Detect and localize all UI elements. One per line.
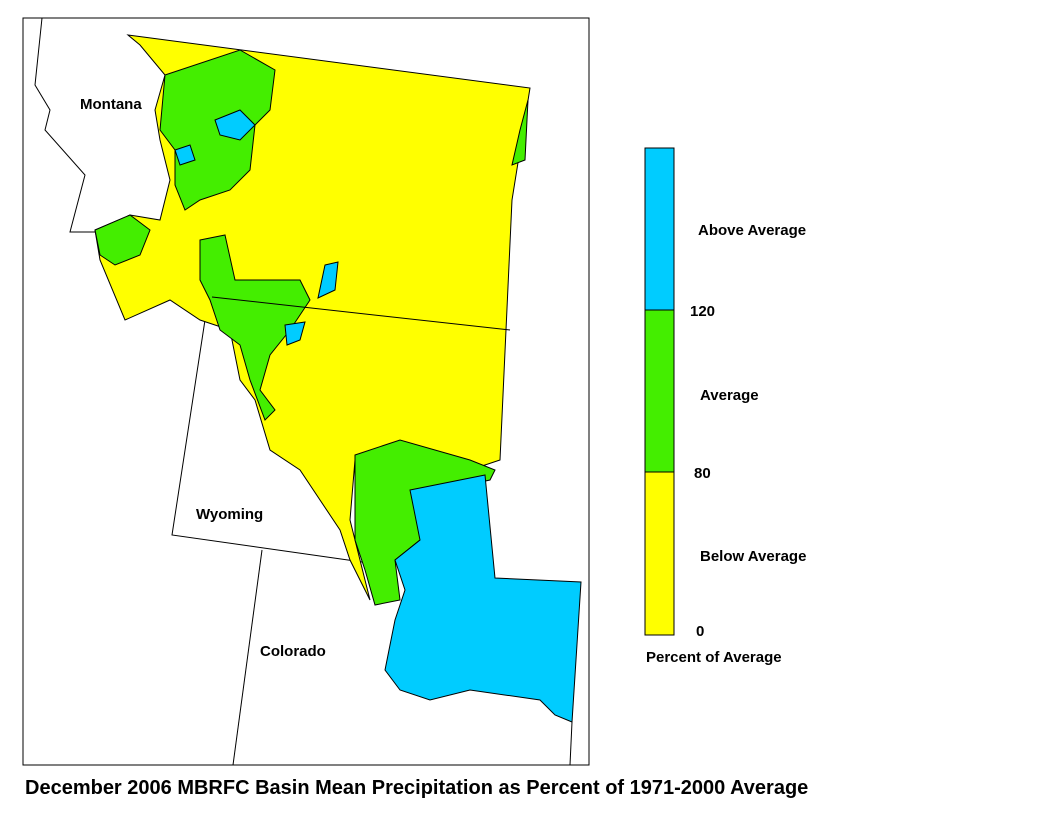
map: Montana Wyoming Colorado bbox=[22, 17, 590, 766]
state-label: Wyoming bbox=[196, 506, 263, 523]
state-border bbox=[211, 296, 511, 331]
basin-above-average bbox=[284, 321, 306, 346]
legend-tick: 80 bbox=[694, 465, 711, 482]
legend-swatch bbox=[644, 147, 675, 311]
state-border bbox=[232, 549, 263, 766]
basin-above-average bbox=[317, 261, 339, 299]
legend-tick: 0 bbox=[696, 623, 704, 640]
state-label: Colorado bbox=[260, 643, 326, 660]
basin-above-average bbox=[214, 109, 256, 141]
legend-title: Percent of Average bbox=[646, 649, 782, 666]
legend-swatch bbox=[644, 309, 675, 473]
legend: Above Average Average Below Average 120 … bbox=[644, 147, 806, 666]
state-label: Montana bbox=[80, 96, 142, 113]
basin-above-average bbox=[384, 474, 582, 723]
state-border bbox=[569, 721, 573, 766]
legend-tick: 120 bbox=[690, 303, 715, 320]
caption: December 2006 MBRFC Basin Mean Precipita… bbox=[25, 777, 808, 799]
legend-category: Below Average bbox=[700, 548, 806, 565]
state-border bbox=[171, 319, 363, 563]
state-border bbox=[34, 17, 100, 233]
basin-average bbox=[94, 214, 151, 266]
legend-swatch bbox=[644, 471, 675, 636]
basin-above-average bbox=[174, 144, 196, 166]
legend-category: Average bbox=[700, 387, 759, 404]
basin-average bbox=[199, 234, 311, 421]
legend-category: Above Average bbox=[698, 222, 806, 239]
basin-average bbox=[511, 99, 529, 166]
